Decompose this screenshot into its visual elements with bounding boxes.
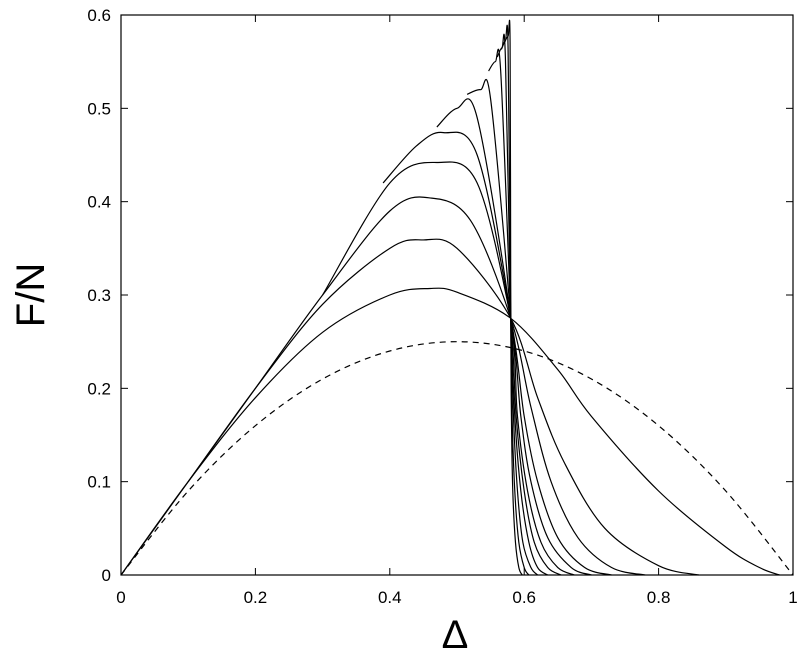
x-tick-label: 0.2 [244, 588, 268, 607]
x-tick-label: 0.6 [512, 588, 536, 607]
y-tick-label: 0.5 [87, 99, 111, 118]
plot-frame [120, 14, 794, 576]
y-tick-label: 0.6 [87, 6, 111, 25]
series-line-8 [488, 48, 549, 576]
x-axis-label: Δ [442, 613, 469, 656]
series-line-11 [503, 19, 523, 576]
series-line-7 [466, 79, 562, 576]
y-axis-label: F/N [9, 263, 53, 327]
series-line-1 [120, 287, 780, 576]
series-line-4 [322, 161, 612, 576]
y-tick-label: 0.3 [87, 286, 111, 305]
series-line-9 [496, 33, 539, 576]
x-tick-label: 1 [788, 588, 797, 607]
series-layer [120, 19, 794, 576]
y-tick-label: 0.4 [87, 193, 111, 212]
x-tick-label: 0.8 [647, 588, 671, 607]
series-line-3 [187, 196, 646, 576]
y-tick-label: 0 [102, 566, 111, 585]
series-line-dashed [120, 341, 794, 576]
y-tick-label: 0.2 [87, 379, 111, 398]
x-tick-label: 0 [116, 588, 125, 607]
x-tick-label: 0.4 [378, 588, 402, 607]
tick-layer: 0 0.2 0.4 0.6 0.8 1 0 0.1 0.2 0.3 0.4 0.5 0.6 [87, 6, 797, 607]
y-tick-label: 0.1 [87, 473, 111, 492]
series-line-5 [382, 131, 592, 576]
series-line-6 [436, 98, 575, 576]
